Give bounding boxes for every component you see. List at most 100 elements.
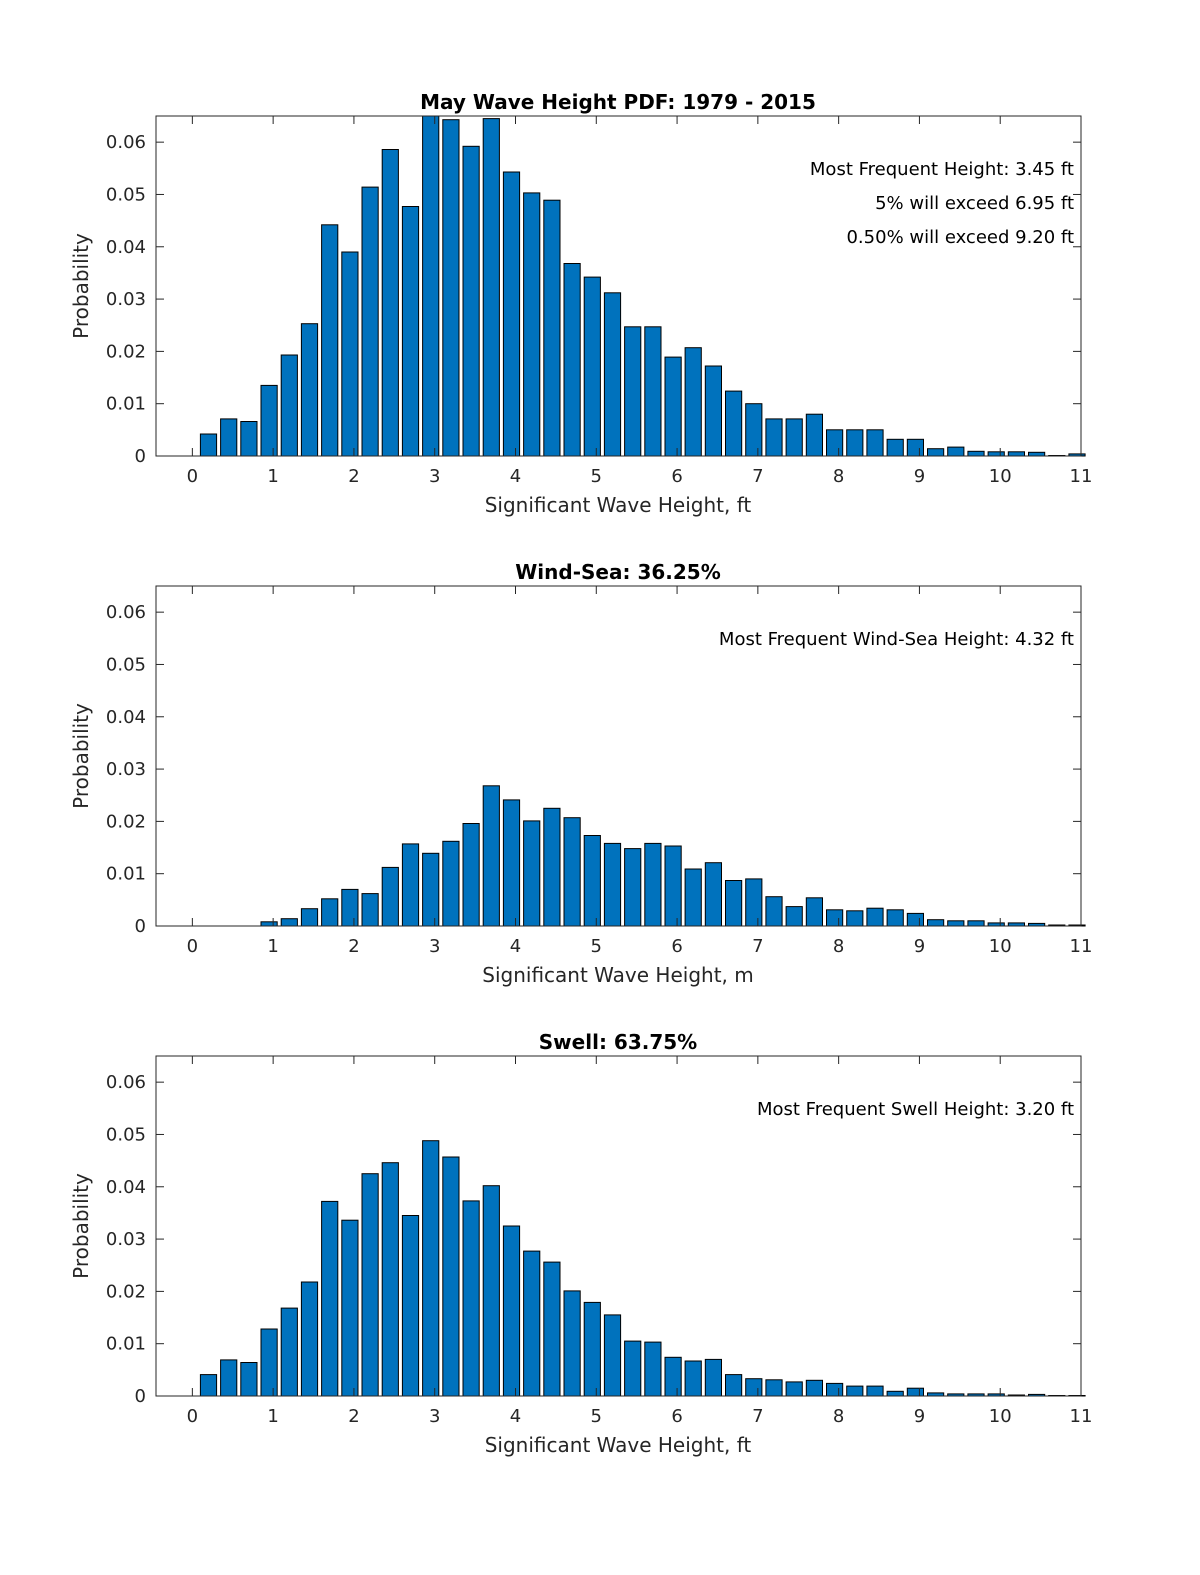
x-tick-label: 7 <box>752 1406 763 1427</box>
bar <box>927 448 945 457</box>
bar <box>684 347 702 457</box>
bar <box>280 1307 298 1397</box>
bar <box>664 356 682 457</box>
bar <box>482 785 500 927</box>
bar <box>785 418 803 457</box>
y-tick-label: 0.03 <box>106 289 146 310</box>
bar <box>725 1374 743 1397</box>
bar <box>704 862 722 927</box>
bar <box>442 840 460 927</box>
x-tick-label: 7 <box>752 936 763 957</box>
x-tick-label: 5 <box>591 1406 602 1427</box>
bar <box>684 1360 702 1397</box>
bar <box>826 429 844 457</box>
bar <box>846 910 864 927</box>
axes-box <box>155 585 1082 927</box>
bar <box>341 888 359 927</box>
bar <box>745 1378 763 1397</box>
bar <box>745 403 763 457</box>
x-tick-label: 9 <box>914 466 925 487</box>
bar <box>765 418 783 457</box>
bar <box>644 842 662 927</box>
x-tick-label: 3 <box>429 466 440 487</box>
bar <box>462 823 480 927</box>
bar <box>321 1200 339 1397</box>
bar <box>442 119 460 457</box>
bar <box>401 843 420 927</box>
annotation-most-frequent: Most Frequent Swell Height: 3.20 ft <box>757 1099 1074 1120</box>
bar <box>442 1156 460 1397</box>
bar <box>947 446 965 457</box>
x-tick-label: 2 <box>348 1406 359 1427</box>
bar <box>502 171 521 457</box>
y-tick-label: 0 <box>135 446 146 467</box>
bar <box>684 868 702 927</box>
bar <box>927 919 945 927</box>
bar <box>563 817 581 927</box>
bar <box>523 192 541 457</box>
bar <box>704 365 722 457</box>
y-tick-label: 0.03 <box>106 1229 146 1250</box>
x-tick-label: 3 <box>429 1406 440 1427</box>
bar <box>987 451 1005 457</box>
annotation-0-5-percent: 0.50% will exceed 9.20 ft <box>846 227 1074 248</box>
x-tick-label: 5 <box>591 936 602 957</box>
bar <box>563 1290 581 1397</box>
bar <box>381 149 399 457</box>
bar <box>422 852 440 927</box>
bar <box>624 326 642 457</box>
y-tick-label: 0.04 <box>106 1177 146 1198</box>
bar <box>199 1374 218 1397</box>
x-axis-label: Significant Wave Height, ft <box>485 493 752 517</box>
bar <box>866 1385 884 1397</box>
bar <box>967 920 985 927</box>
bar <box>846 429 864 457</box>
bar <box>482 1185 500 1397</box>
y-tick-label: 0.06 <box>106 132 146 153</box>
bar <box>220 418 238 457</box>
bar <box>381 866 399 927</box>
x-tick-label: 11 <box>1070 936 1093 957</box>
bar <box>765 1379 783 1397</box>
y-axis-label: Probability <box>69 703 93 809</box>
bar <box>583 276 601 457</box>
chart-panel-overall: May Wave Height PDF: 1979 - 2015 0 1 2 3 4 5 6… <box>69 90 1092 517</box>
bar <box>886 1390 904 1397</box>
y-tick-label: 0.01 <box>106 394 146 415</box>
bar <box>664 1356 682 1397</box>
axes-box <box>155 115 1082 457</box>
x-tick-label: 10 <box>989 936 1012 957</box>
bar <box>603 1314 622 1397</box>
axes: 0 1 2 3 4 5 6 7 8 9 10 11 0 0.01 0.02 0.03 0.04 0.05 0.06 <box>106 1055 1092 1427</box>
x-axis-label: Significant Wave Height, ft <box>485 1433 752 1457</box>
bar <box>462 1200 480 1397</box>
bar <box>866 907 884 927</box>
bar <box>422 1140 440 1397</box>
x-tick-label: 9 <box>914 1406 925 1427</box>
bar <box>462 145 480 457</box>
bar <box>886 909 904 927</box>
bar <box>361 1173 379 1397</box>
x-tick-label: 4 <box>510 936 521 957</box>
bar <box>866 429 884 457</box>
bar <box>583 1301 601 1397</box>
chart-panel-swell: Swell: 63.75% 0 1 2 3 4 5 6 7 8 9 10 11 0 0.01 0.02 0.0… <box>69 1030 1092 1457</box>
bar <box>240 421 258 457</box>
bar <box>543 1261 561 1397</box>
bar <box>805 897 823 927</box>
bar <box>300 1281 319 1397</box>
x-tick-label: 10 <box>989 1406 1012 1427</box>
bar <box>603 292 622 457</box>
x-tick-label: 1 <box>267 936 278 957</box>
y-tick-label: 0.05 <box>106 1124 146 1145</box>
x-tick-label: 3 <box>429 936 440 957</box>
y-tick-label: 0.03 <box>106 759 146 780</box>
x-tick-label: 8 <box>833 466 844 487</box>
x-tick-label: 1 <box>267 1406 278 1427</box>
axes: 0 1 2 3 4 5 6 7 8 9 10 11 0 0.01 0.02 0.03 0.04 0.05 0.06 <box>106 585 1093 957</box>
bar-series <box>260 785 1086 927</box>
y-tick-label: 0 <box>135 916 146 937</box>
y-tick-label: 0.05 <box>106 184 146 205</box>
y-tick-label: 0.06 <box>106 602 146 623</box>
bar <box>502 1225 521 1397</box>
